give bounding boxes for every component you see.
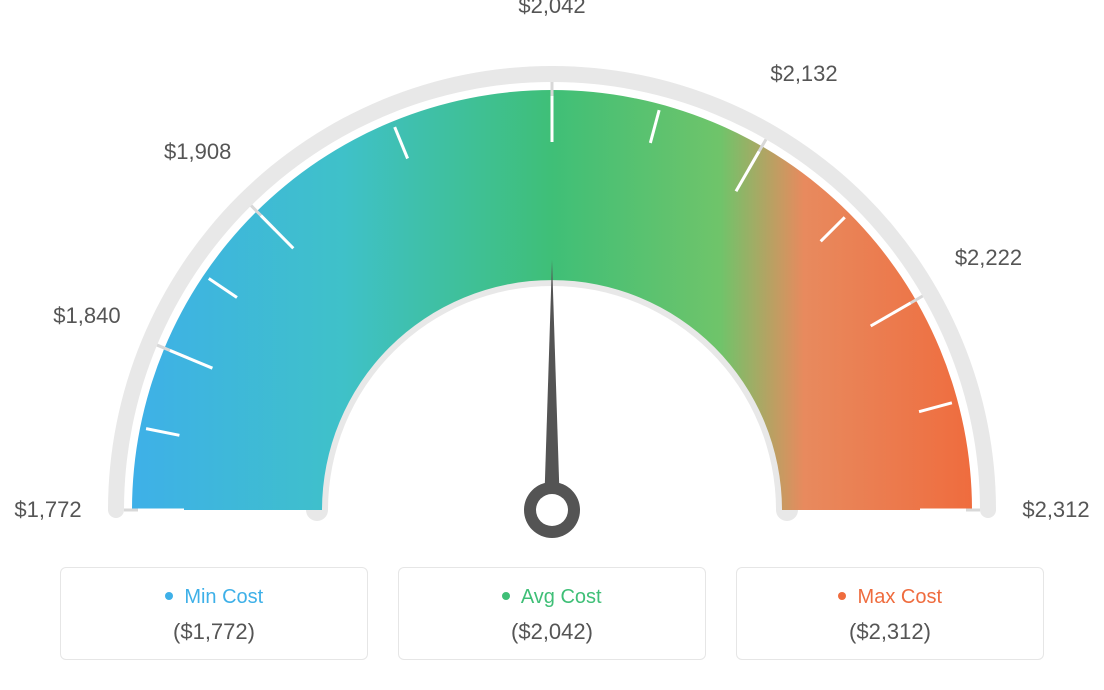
legend-avg-dot <box>502 592 510 600</box>
legend-min-dot <box>165 592 173 600</box>
legend-min-title: Min Cost <box>71 586 357 609</box>
legend-max-label: Max Cost <box>858 586 942 608</box>
legend-min-value: ($1,772) <box>71 619 357 645</box>
tick-label: $2,312 <box>1022 497 1089 523</box>
legend-max-dot <box>838 592 846 600</box>
tick-label: $2,132 <box>770 61 837 87</box>
tick-label: $2,222 <box>955 245 1022 271</box>
legend-max-value: ($2,312) <box>747 619 1033 645</box>
tick-label: $2,042 <box>518 0 585 19</box>
legend-avg-title: Avg Cost <box>409 586 695 609</box>
legend-max-title: Max Cost <box>747 586 1033 609</box>
tick-label: $1,772 <box>14 497 81 523</box>
cost-gauge-chart: $1,772 $1,840 $1,908 $2,042 $2,132 $2,222 $2,3… <box>0 0 1104 690</box>
legend-min-label: Min Cost <box>184 586 263 608</box>
tick-label: $1,908 <box>164 139 231 165</box>
legend-card-max: Max Cost ($2,312) <box>736 567 1044 660</box>
gauge-area: $1,772 $1,840 $1,908 $2,042 $2,132 $2,222 $2,3… <box>0 0 1104 560</box>
legend-card-min: Min Cost ($1,772) <box>60 567 368 660</box>
legend-avg-label: Avg Cost <box>521 586 602 608</box>
tick-label: $1,840 <box>53 303 120 329</box>
legend-row: Min Cost ($1,772) Avg Cost ($2,042) Max … <box>60 567 1044 660</box>
legend-avg-value: ($2,042) <box>409 619 695 645</box>
gauge-svg <box>0 0 1104 560</box>
legend-card-avg: Avg Cost ($2,042) <box>398 567 706 660</box>
